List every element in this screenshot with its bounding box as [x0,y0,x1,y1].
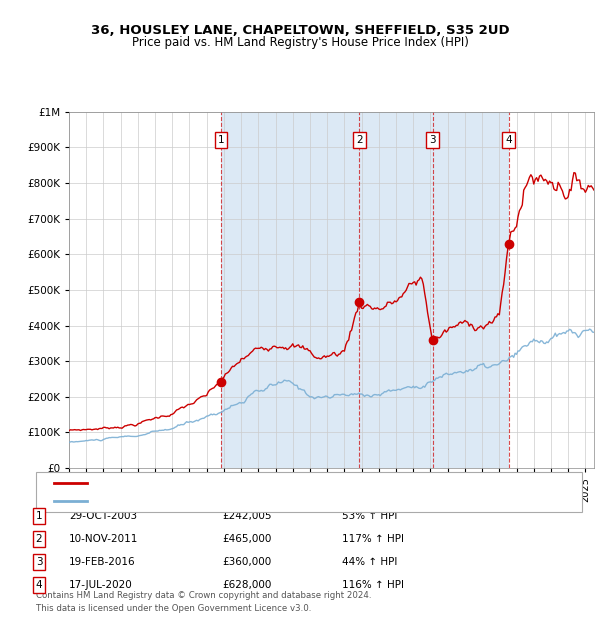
Text: 4: 4 [505,135,512,145]
Text: 2: 2 [35,534,43,544]
Text: 4: 4 [35,580,43,590]
Text: £628,000: £628,000 [222,580,271,590]
Text: HPI: Average price, detached house, Sheffield: HPI: Average price, detached house, Shef… [93,495,322,505]
Text: 1: 1 [35,511,43,521]
Text: £465,000: £465,000 [222,534,271,544]
Text: 1: 1 [218,135,224,145]
Text: 36, HOUSLEY LANE, CHAPELTOWN, SHEFFIELD, S35 2UD (detached house): 36, HOUSLEY LANE, CHAPELTOWN, SHEFFIELD,… [93,479,464,489]
Text: 2: 2 [356,135,362,145]
Text: £360,000: £360,000 [222,557,271,567]
Text: 3: 3 [35,557,43,567]
Text: 117% ↑ HPI: 117% ↑ HPI [342,534,404,544]
Bar [221,112,509,468]
Text: Contains HM Land Registry data © Crown copyright and database right 2024.
This d: Contains HM Land Registry data © Crown c… [36,591,371,613]
Text: 10-NOV-2011: 10-NOV-2011 [69,534,139,544]
Text: 29-OCT-2003: 29-OCT-2003 [69,511,137,521]
Text: 116% ↑ HPI: 116% ↑ HPI [342,580,404,590]
Text: 36, HOUSLEY LANE, CHAPELTOWN, SHEFFIELD, S35 2UD: 36, HOUSLEY LANE, CHAPELTOWN, SHEFFIELD,… [91,24,509,37]
Text: 53% ↑ HPI: 53% ↑ HPI [342,511,397,521]
Text: 3: 3 [430,135,436,145]
Text: 17-JUL-2020: 17-JUL-2020 [69,580,133,590]
Text: 44% ↑ HPI: 44% ↑ HPI [342,557,397,567]
Text: £242,005: £242,005 [222,511,271,521]
Text: Price paid vs. HM Land Registry's House Price Index (HPI): Price paid vs. HM Land Registry's House … [131,36,469,49]
Text: 19-FEB-2016: 19-FEB-2016 [69,557,136,567]
